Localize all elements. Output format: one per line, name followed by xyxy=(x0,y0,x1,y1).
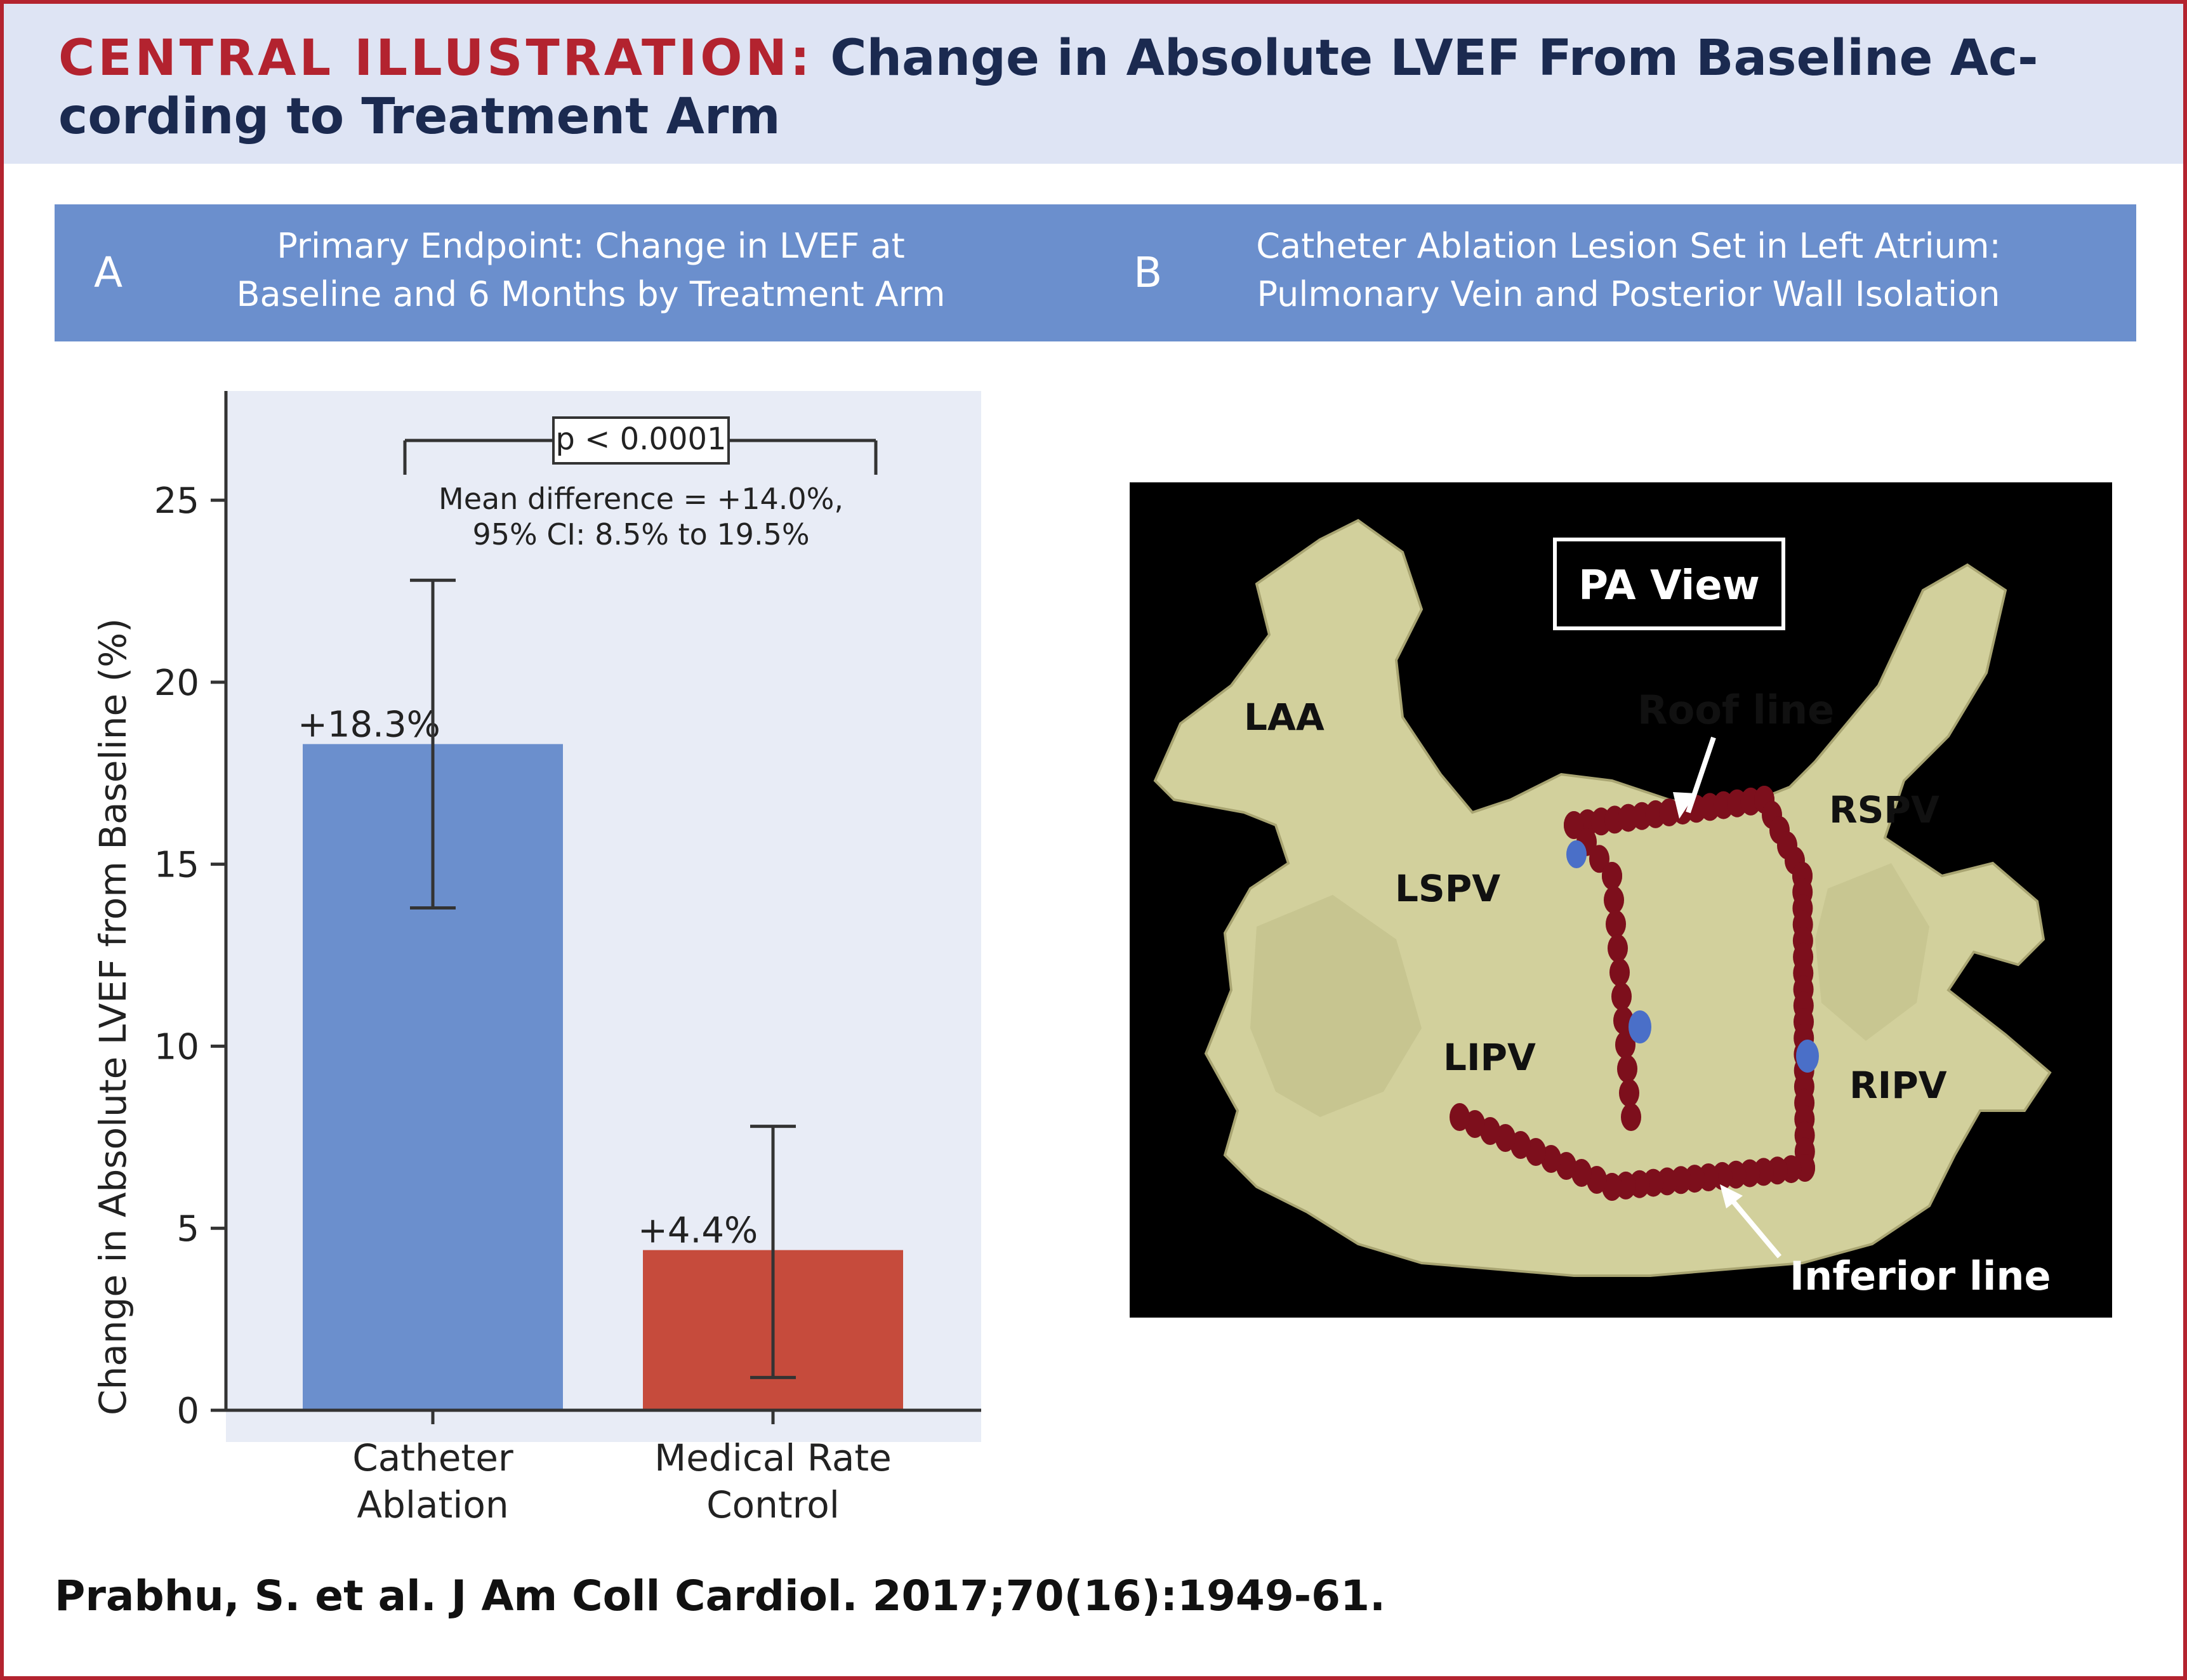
pa-view-box xyxy=(1553,538,1785,630)
panel-a-letter: A xyxy=(94,248,123,297)
ablation-lesion-dot xyxy=(1609,958,1630,986)
ablation-lesion-dot xyxy=(1615,1031,1635,1059)
figure-title: CENTRAL ILLUSTRATION: Change in Absolute… xyxy=(58,29,2127,146)
marker-dot xyxy=(1566,840,1587,868)
left-atrium-ablation-image: PA View LAA LSPV LIPV RSPV RIPV Roof lin… xyxy=(1130,482,2112,1318)
significance-bracket: p < 0.0001 Mean difference = +14.0%, 95%… xyxy=(403,416,878,552)
p-value-label: p < 0.0001 xyxy=(555,421,726,457)
ablation-lesion-dot xyxy=(1613,1007,1634,1035)
y-tick-label: 0 xyxy=(176,1391,199,1432)
ablation-lesion-dot xyxy=(1611,982,1632,1010)
panel-a-title: Primary Endpoint: Change in LVEF at Base… xyxy=(182,222,1000,319)
ablation-lesion-dot xyxy=(1589,845,1609,873)
ablation-lesion-dot xyxy=(1606,910,1626,938)
title-line-2: cording to Treatment Arm xyxy=(58,88,781,145)
ablation-lesion-dot xyxy=(1621,1103,1641,1131)
central-illustration-tag: CENTRAL ILLUSTRATION: xyxy=(58,30,814,87)
y-tick-label: 5 xyxy=(176,1208,199,1250)
panel-b-header: B Catheter Ablation Lesion Set in Left A… xyxy=(1089,204,2136,341)
panel-b-title-line-2: Pulmonary Vein and Posterior Wall Isolat… xyxy=(1257,274,2000,314)
y-tick-label: 10 xyxy=(154,1026,199,1068)
y-tick-label: 15 xyxy=(154,845,199,886)
error-bars: +18.3% +4.4% xyxy=(298,578,796,1379)
x-category-label: Ablation xyxy=(357,1483,508,1526)
panel-a-title-line-2: Baseline and 6 Months by Treatment Arm xyxy=(236,274,946,314)
bar-value-label: +4.4% xyxy=(638,1210,758,1252)
x-category-label: Medical Rate xyxy=(654,1436,892,1479)
lspv-label: LSPV xyxy=(1395,867,1500,910)
panel-b-letter: B xyxy=(1133,248,1163,297)
y-tick-label: 20 xyxy=(154,663,199,704)
atrium-shading xyxy=(1250,895,1422,1117)
citation: Prabhu, S. et al. J Am Coll Cardiol. 201… xyxy=(55,1571,1386,1620)
ablation-lesion-dot xyxy=(1604,886,1624,914)
ablation-lesion-dot xyxy=(1619,1079,1639,1107)
panel-b-title-line-1: Catheter Ablation Lesion Set in Left Atr… xyxy=(1256,226,2001,266)
y-axis-ticks: 0 5 10 15 20 25 xyxy=(154,480,226,1432)
y-axis-label: Change in Absolute LVEF from Baseline (%… xyxy=(91,618,135,1415)
header-banner: CENTRAL ILLUSTRATION: Change in Absolute… xyxy=(4,4,2183,164)
bar-value-label: +18.3% xyxy=(298,704,440,745)
panel-a-title-line-1: Primary Endpoint: Change in LVEF at xyxy=(277,226,905,266)
ablation-lesion-dot xyxy=(1608,934,1628,962)
panel-b-title: Catheter Ablation Lesion Set in Left Atr… xyxy=(1191,222,2066,319)
inferior-line-arrowhead xyxy=(1720,1184,1743,1208)
confidence-interval-label: 95% CI: 8.5% to 19.5% xyxy=(472,517,809,552)
ablation-lesion-dot xyxy=(1450,1103,1470,1131)
rspv-label: RSPV xyxy=(1829,788,1939,831)
title-line-1: Change in Absolute LVEF From Baseline Ac… xyxy=(830,30,2038,87)
ripv-label: RIPV xyxy=(1849,1064,1947,1107)
mean-difference-label: Mean difference = +14.0%, xyxy=(439,482,843,516)
laa-label: LAA xyxy=(1244,696,1325,739)
inferior-line-arrow xyxy=(1724,1191,1782,1259)
ablation-lesion-dot xyxy=(1602,862,1622,890)
atrium-shading-right xyxy=(1815,863,1929,1041)
roof-line-label: Roof line xyxy=(1637,687,1834,733)
roof-line-arrowhead xyxy=(1673,792,1696,819)
pa-view-label: PA View xyxy=(1578,562,1760,609)
ablation-lesion-dot xyxy=(1564,811,1584,839)
panel-a-header: A Primary Endpoint: Change in LVEF at Ba… xyxy=(55,204,1089,341)
ablation-lesion-dot xyxy=(1617,1055,1637,1083)
inferior-line-label: Inferior line xyxy=(1790,1253,2051,1299)
marker-dot xyxy=(1629,1010,1651,1043)
roof-line-arrow xyxy=(1686,736,1716,814)
x-category-label: Control xyxy=(706,1483,840,1526)
lipv-label: LIPV xyxy=(1443,1036,1536,1079)
x-category-label: Catheter xyxy=(352,1436,513,1479)
y-tick-label: 25 xyxy=(154,480,199,522)
marker-dot xyxy=(1796,1040,1819,1073)
